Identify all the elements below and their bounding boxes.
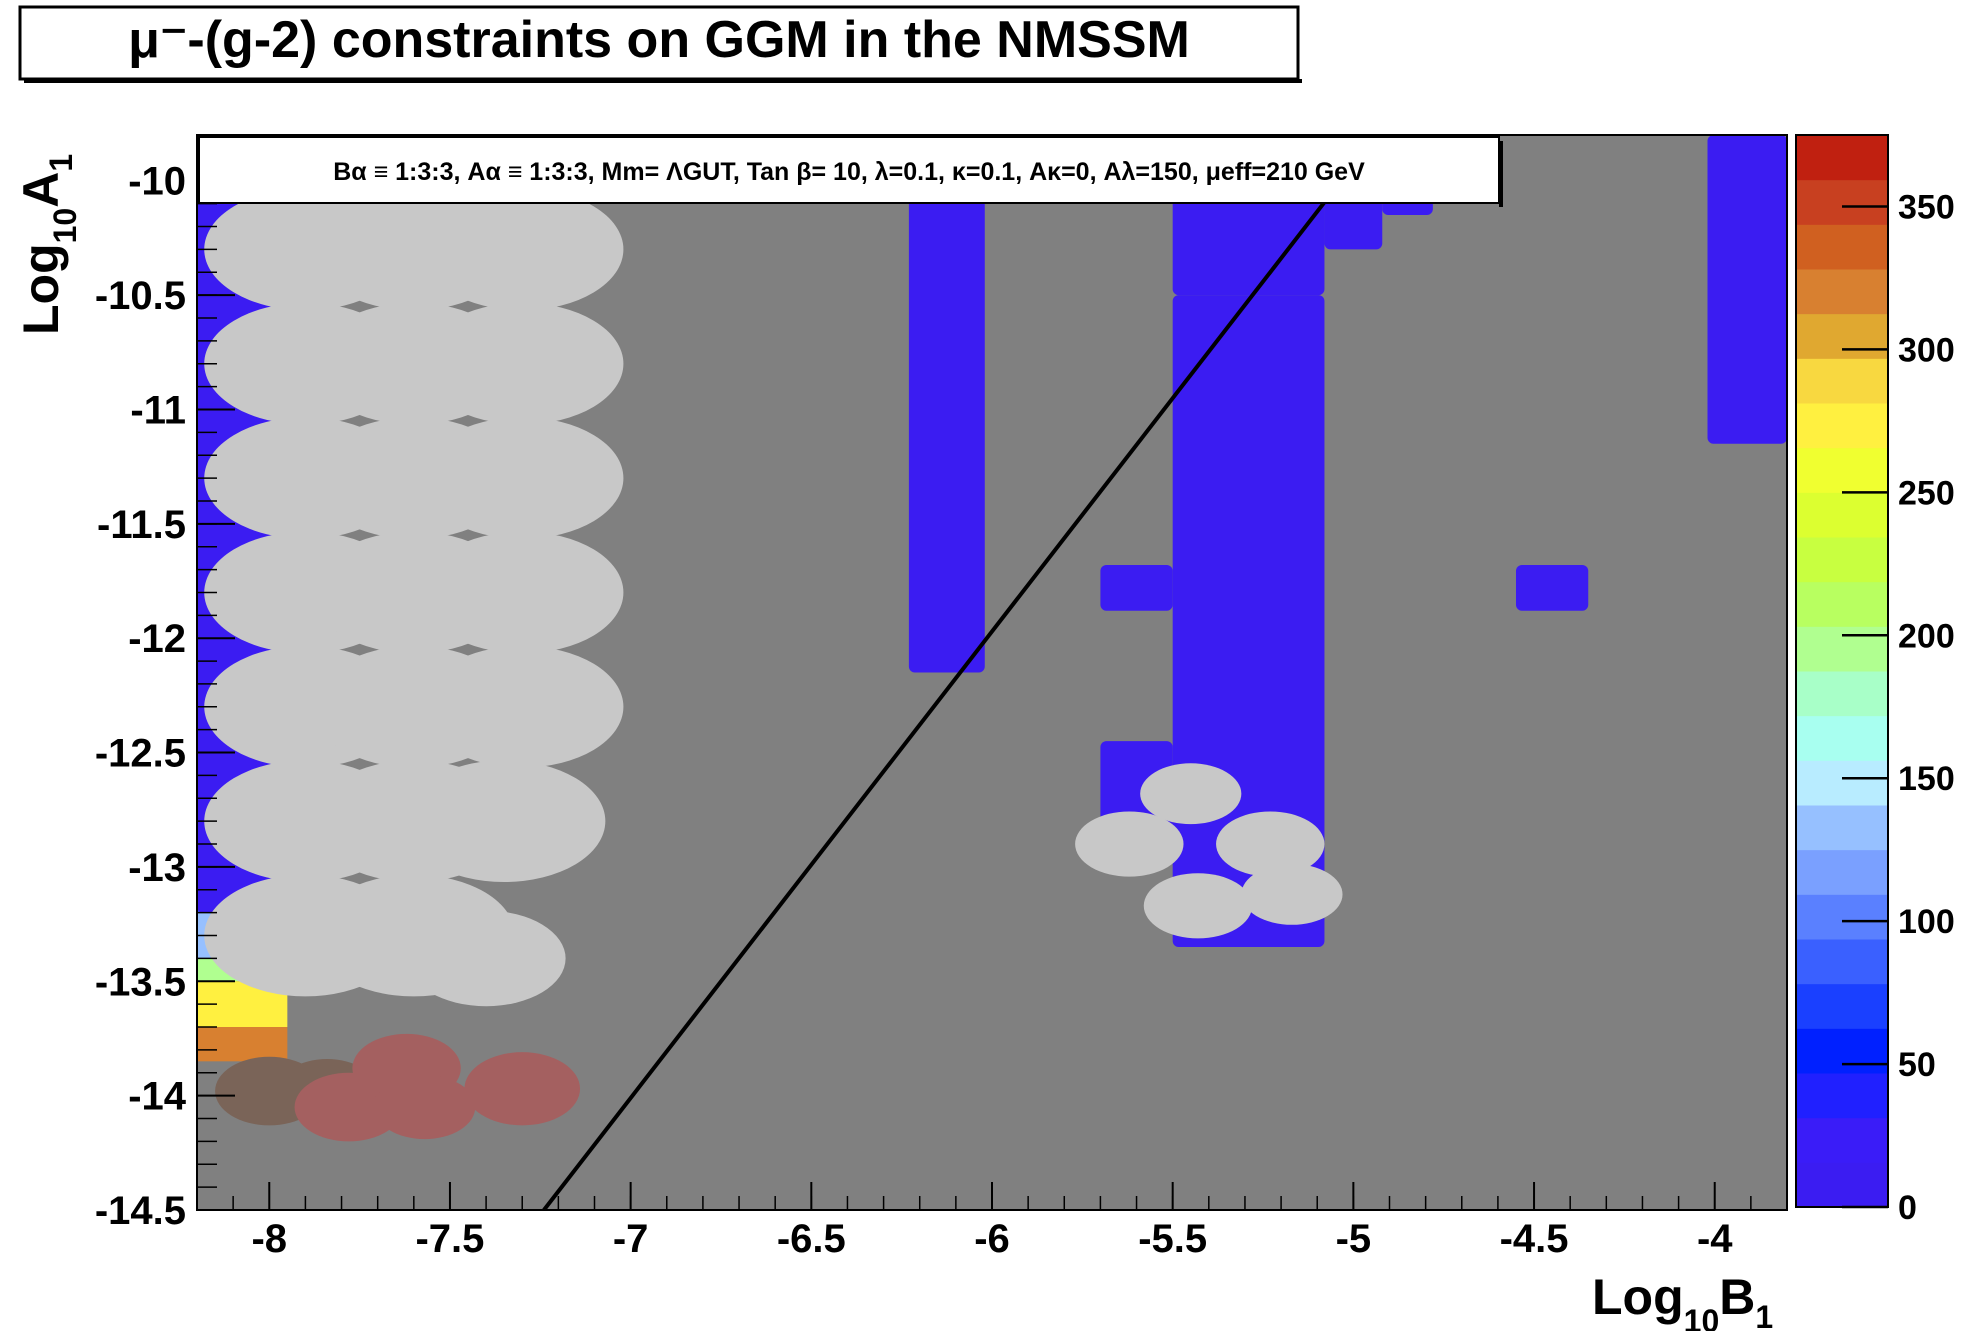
colorbar-level-11 [1796, 671, 1888, 717]
x-tick-label: -6 [974, 1217, 1010, 1261]
x-axis-title: Log10B1 [1592, 1269, 1773, 1331]
excluded-blob-13 [421, 531, 624, 654]
colorbar-tick-label: 150 [1898, 760, 1955, 798]
colorbar-level-10 [1796, 715, 1888, 761]
colorbar-level-19 [1796, 313, 1888, 359]
excluded-blob-23 [1140, 763, 1242, 825]
colorbar-level-16 [1796, 447, 1888, 493]
y-tick-label: -12.5 [95, 732, 186, 776]
colorbar-tick-label: 50 [1898, 1046, 1936, 1084]
colorbar-level-5 [1796, 939, 1888, 985]
colorbar-level-7 [1796, 849, 1888, 895]
y-tick-label: -12 [128, 617, 186, 661]
colorbar-level-20 [1796, 269, 1888, 315]
annotation-text: Bα ≡ 1:3:3, Aα ≡ 1:3:3, Mm= ΛGUT, Tan β=… [333, 158, 1365, 186]
colorbar-level-0 [1796, 1162, 1888, 1208]
brown-blob-4 [374, 1075, 476, 1140]
plot-area [197, 135, 1787, 1210]
excluded-blob-24 [1075, 811, 1184, 877]
excluded-blob-22 [406, 910, 566, 1007]
y-tick-label: -14.5 [95, 1189, 186, 1233]
blue-region-6 [1100, 565, 1173, 611]
y-tick-label: -13 [128, 846, 186, 890]
excluded-blob-7 [421, 302, 624, 425]
brown-blob-5 [464, 1052, 581, 1126]
colorbar-level-8 [1796, 805, 1888, 851]
colorbar [1796, 135, 1888, 1208]
excluded-blob-4 [421, 188, 624, 311]
excluded-blob-27 [1241, 863, 1343, 925]
x-tick-label: -8 [251, 1217, 287, 1261]
excluded-blob-16 [421, 645, 624, 768]
colorbar-tick-label: 350 [1898, 188, 1955, 226]
boundary-line [542, 154, 1363, 1210]
colorbar-level-12 [1796, 626, 1888, 672]
strip-cell-4 [197, 1027, 288, 1062]
y-tick-label: -11 [130, 388, 186, 432]
colorbar-level-15 [1796, 492, 1888, 538]
colorbar-level-6 [1796, 894, 1888, 940]
x-axis: -8 -7.5 -7 -6.5 -6 -5.5 -5 -4.5 -4 [196, 1182, 1788, 1261]
x-tick-label: -7 [613, 1217, 649, 1261]
excluded-blob-26 [1216, 811, 1325, 877]
colorbar-tick-label: 200 [1898, 617, 1955, 655]
brown-regions [215, 1033, 581, 1142]
colorbar-level-14 [1796, 537, 1888, 583]
x-tick-label: -6.5 [777, 1217, 846, 1261]
colorbar-level-17 [1796, 403, 1888, 449]
colorbar-tick-label: 300 [1898, 331, 1955, 369]
x-tick-label: -7.5 [415, 1217, 484, 1261]
blue-region-2 [1172, 192, 1325, 296]
colorbar-level-18 [1796, 358, 1888, 404]
blue-region-8 [1515, 565, 1589, 611]
colorbar-level-23 [1796, 135, 1888, 181]
colorbar-ticks: 0 50 100 150 200 250 300 350 [1842, 188, 1955, 1227]
title-box [18, 5, 1300, 81]
colorbar-level-13 [1796, 581, 1888, 627]
y-tick-label: -11.5 [97, 503, 186, 547]
annotation-box [198, 136, 1500, 204]
x-tick-label: -4.5 [1500, 1217, 1569, 1261]
excluded-blob-25 [1143, 873, 1253, 939]
y-tick-label: -14 [128, 1075, 187, 1119]
y-tick-label: -10.5 [95, 274, 186, 318]
blue-region-1 [908, 192, 985, 673]
y-tick-label: -13.5 [95, 960, 186, 1004]
blue-region-3 [1324, 192, 1383, 250]
colorbar-level-1 [1796, 1117, 1888, 1163]
annotation-box-shadow [1499, 141, 1503, 207]
colorbar-level-2 [1796, 1073, 1888, 1119]
y-tick-label: -10 [128, 160, 186, 204]
colorbar-level-21 [1796, 224, 1888, 270]
x-tick-label: -5 [1336, 1217, 1372, 1261]
colorbar-level-22 [1796, 179, 1888, 225]
colorbar-tick-label: 250 [1898, 474, 1955, 512]
colorbar-level-3 [1796, 1028, 1888, 1074]
blue-region-9 [1707, 135, 1787, 444]
excluded-blob-19 [402, 760, 606, 883]
colorbar-level-9 [1796, 760, 1888, 806]
x-tick-label: -4 [1697, 1217, 1733, 1261]
colorbar-tick-label: 0 [1898, 1189, 1917, 1227]
excluded-blob-10 [421, 417, 624, 539]
title-box-shadow [24, 79, 1302, 83]
colorbar-level-4 [1796, 983, 1888, 1029]
x-tick-label: -5.5 [1138, 1217, 1207, 1261]
colorbar-tick-label: 100 [1898, 903, 1955, 941]
chart-title: μ⁻-(g-2) constraints on GGM in the NMSSM [128, 11, 1190, 69]
y-axis-title: Log10A1 [13, 154, 83, 335]
